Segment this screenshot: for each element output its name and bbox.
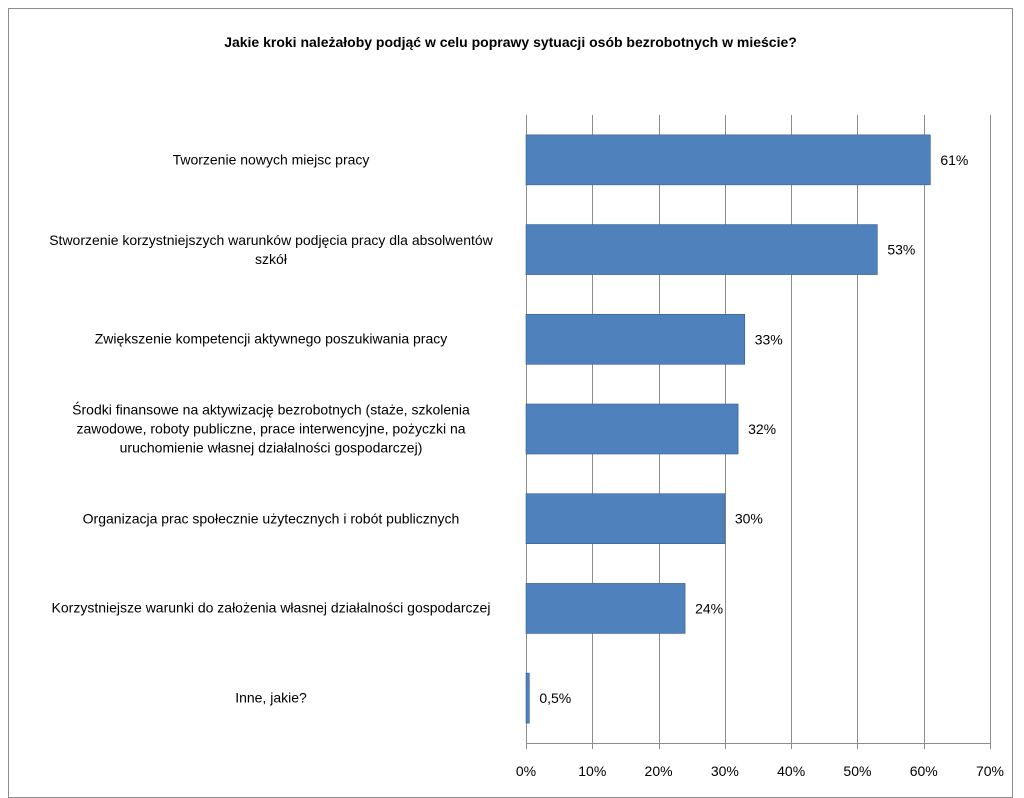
x-tick-label: 30% <box>711 763 739 779</box>
category-label: Zwiększenie kompetencji aktywnego poszuk… <box>94 330 448 347</box>
x-tick-label: 60% <box>910 763 938 779</box>
x-tick-label: 10% <box>578 763 606 779</box>
category-label: Stworzenie korzystniejszych warunków pod… <box>49 231 493 267</box>
data-label: 0,5% <box>539 690 571 706</box>
bar <box>525 583 686 634</box>
data-label: 32% <box>748 421 776 437</box>
bar <box>525 672 530 724</box>
category-label: Organizacja prac społecznie użytecznych … <box>82 510 460 527</box>
chart-title: Jakie kroki należałoby podjąć w celu pop… <box>224 34 797 50</box>
x-tick-label: 20% <box>645 763 673 779</box>
category-label: Środki finansowe na aktywizację bezrobot… <box>72 401 470 456</box>
data-label: 24% <box>695 600 723 616</box>
data-label: 61% <box>940 152 968 168</box>
data-label: 33% <box>755 331 783 347</box>
data-label: 53% <box>887 242 915 258</box>
x-tick-label: 50% <box>843 763 871 779</box>
bar <box>525 493 726 545</box>
bar <box>525 313 746 365</box>
category-label: Inne, jakie? <box>235 689 307 706</box>
bar <box>525 224 878 275</box>
x-tick-label: 0% <box>516 763 536 779</box>
bar <box>525 403 739 455</box>
x-tick-label: 70% <box>976 763 1004 779</box>
bar <box>525 134 931 186</box>
data-label: 30% <box>735 511 763 527</box>
category-label: Tworzenie nowych miejsc pracy <box>172 151 370 168</box>
category-label: Korzystniejsze warunki do założenia włas… <box>51 599 491 616</box>
x-tick-label: 40% <box>777 763 805 779</box>
